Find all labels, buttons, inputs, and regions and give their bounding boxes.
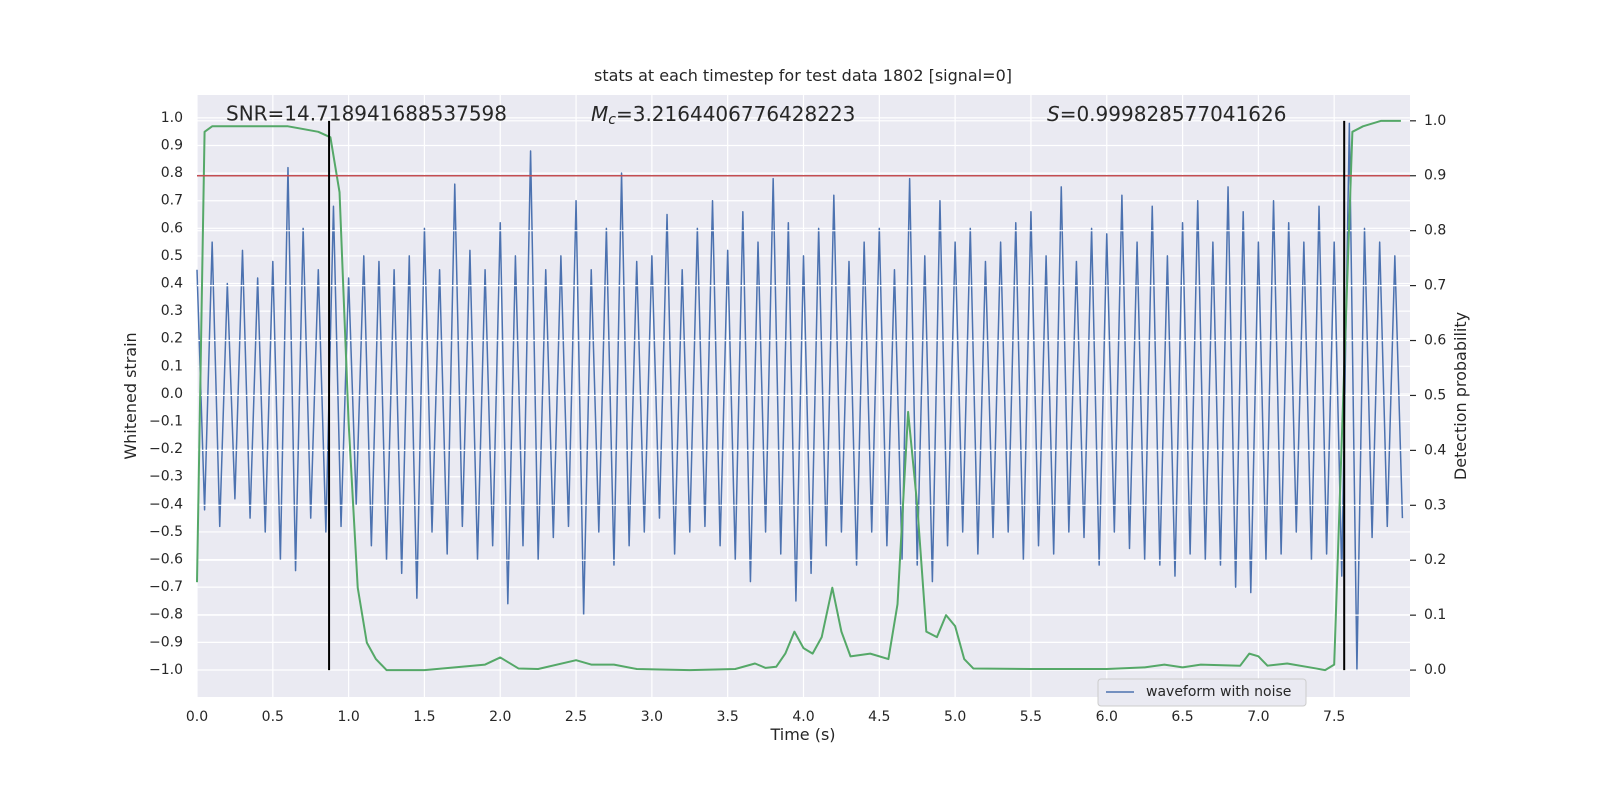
y-tick-label: 0.8 <box>161 165 183 181</box>
x-tick-label: 5.0 <box>944 709 966 725</box>
x-axis-label: Time (s) <box>769 725 835 744</box>
legend: waveform with noise <box>1097 678 1307 707</box>
x-tick-label: 2.0 <box>489 709 511 725</box>
x-tick-label: 3.5 <box>717 709 739 725</box>
annotation-symbol: S <box>1047 102 1060 126</box>
y-tick-label: 0.5 <box>161 248 183 264</box>
line-series <box>196 122 1404 671</box>
y-tick-label: 0.2 <box>161 331 183 347</box>
x-tick-label: 6.0 <box>1096 709 1118 725</box>
chart-title: stats at each timestep for test data 180… <box>594 66 1012 85</box>
x-tick-label: 7.5 <box>1323 709 1345 725</box>
y2-tick-label: 0.6 <box>1424 333 1446 349</box>
y-tick-label: −0.9 <box>149 634 183 650</box>
y2-tick-label: 0.0 <box>1424 662 1446 678</box>
y2-tick-label: 0.7 <box>1424 278 1446 294</box>
annotation-symbol: M <box>591 102 608 126</box>
x-tick-label: 6.5 <box>1171 709 1193 725</box>
y-tick-label: −0.4 <box>149 496 183 512</box>
y-tick-label: 0.9 <box>161 138 183 154</box>
x-tick-label: 5.5 <box>1020 709 1042 725</box>
y2-tick-label: 0.1 <box>1424 607 1446 623</box>
y-tick-label: 0.0 <box>161 386 183 402</box>
y2-axis-label: Detection probability <box>1451 312 1470 480</box>
x-tick-label: 0.5 <box>262 709 284 725</box>
y-tick-label: −0.2 <box>149 441 183 457</box>
x-tick-label: 7.0 <box>1247 709 1269 725</box>
y2-tick-label: 0.4 <box>1424 442 1446 458</box>
x-tick-label: 3.0 <box>641 709 663 725</box>
y-tick-label: −1.0 <box>149 662 183 678</box>
y-tick-label: −0.7 <box>149 579 183 595</box>
x-tick-label: 4.5 <box>868 709 890 725</box>
y-tick-label: 0.4 <box>161 276 183 292</box>
line-series <box>196 119 1401 672</box>
annotation: S=0.999828577041626 <box>1047 102 1286 126</box>
x-tick-label: 1.0 <box>337 709 359 725</box>
over-layer <box>196 119 1410 672</box>
x-tick-label: 0.0 <box>186 709 208 725</box>
y-tick-label: 0.3 <box>161 303 183 319</box>
y2-tick-label: 1.0 <box>1424 113 1446 129</box>
x-tick-label: 4.0 <box>792 709 814 725</box>
y-tick-label: 0.1 <box>161 358 183 374</box>
y2-tick-label: 0.5 <box>1424 387 1446 403</box>
y2-tick-label: 0.9 <box>1424 168 1446 184</box>
y-tick-label: −0.3 <box>149 469 183 485</box>
y2-tick-label: 0.3 <box>1424 497 1446 513</box>
y-tick-label: 0.7 <box>161 193 183 209</box>
legend-box <box>1097 678 1307 707</box>
y-tick-label: −0.8 <box>149 607 183 623</box>
annotation-text: =0.999828577041626 <box>1060 102 1287 126</box>
y-tick-label: −0.5 <box>149 524 183 540</box>
annotation: SNR=14.718941688537598 <box>226 102 507 126</box>
y2-tick-label: 0.2 <box>1424 552 1446 568</box>
y-tick-label: 1.0 <box>161 110 183 126</box>
y-tick-label: −0.1 <box>149 414 183 430</box>
x-tick-label: 1.5 <box>413 709 435 725</box>
legend-label: waveform with noise <box>1146 684 1291 700</box>
y2-tick-label: 0.8 <box>1424 223 1446 239</box>
y-tick-label: 0.6 <box>161 220 183 236</box>
annotation-subscript: c <box>608 112 616 128</box>
annotation-text: =3.2164406776428223 <box>616 102 855 126</box>
y-tick-label: −0.6 <box>149 552 183 568</box>
x-tick-label: 2.5 <box>565 709 587 725</box>
annotation: Mc=3.2164406776428223 <box>591 102 855 129</box>
y-axis-label: Whitened strain <box>121 332 140 459</box>
